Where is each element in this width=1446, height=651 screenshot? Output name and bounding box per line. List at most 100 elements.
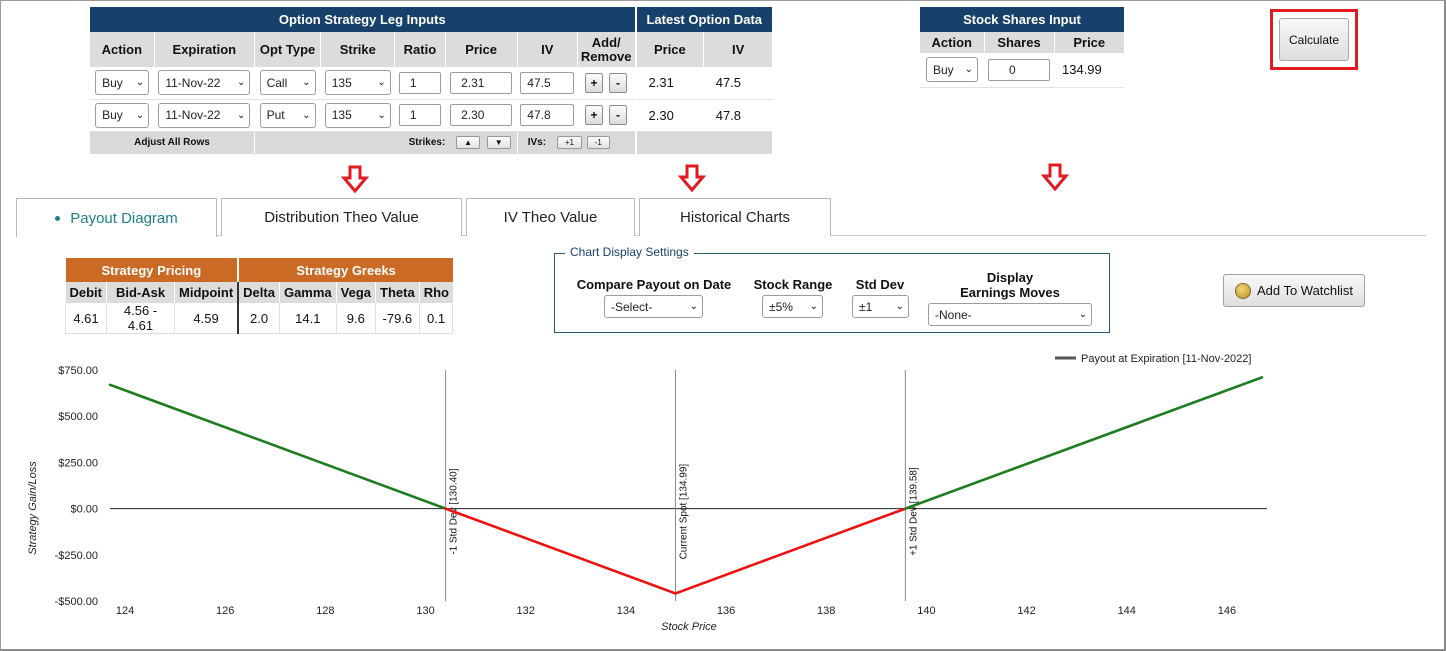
strategy-pricing-greeks-table: Strategy Pricing Strategy Greeks Debit B… (65, 258, 454, 334)
shares-input[interactable]: 0 (988, 58, 1050, 81)
stock-shares-table: Stock Shares Input Action Shares Price B… (920, 7, 1124, 88)
greeks-col-theta: Theta (375, 282, 420, 303)
greeks-delta-value: 2.0 (237, 303, 280, 334)
y-tick-label: -$500.00 (55, 596, 98, 608)
strategy-greeks-title: Strategy Greeks (237, 258, 453, 282)
x-tick-label: 142 (1017, 605, 1035, 617)
leg2-strike-select[interactable]: 135 ⌄ (324, 102, 391, 128)
iv-plus-one-button[interactable]: +1 (556, 136, 582, 150)
add-to-watchlist-button[interactable]: Add To Watchlist (1223, 274, 1365, 307)
stock-range-label: Stock Range (753, 277, 833, 292)
leg1-iv-input[interactable]: 47.5 (520, 71, 575, 94)
leg1-latest-iv: 47.5 (703, 67, 772, 100)
greeks-col-delta: Delta (237, 282, 280, 303)
earnings-moves-select[interactable]: -None- ⌄ (928, 303, 1092, 326)
greeks-vega-value: 9.6 (336, 303, 377, 334)
strikes-down-button[interactable]: ▼ (486, 136, 511, 150)
tab-iv-theo-value[interactable]: IV Theo Value (466, 198, 635, 236)
calculate-button[interactable]: Calculate (1279, 18, 1349, 61)
greeks-col-rho: Rho (419, 282, 453, 303)
chevron-down-icon: ⌄ (689, 301, 698, 312)
y-tick-label: $0.00 (70, 504, 98, 516)
latest-option-data-title: Latest Option Data (635, 7, 772, 32)
shares-price: 134.99 (1054, 53, 1124, 88)
chevron-down-icon: ⌄ (809, 301, 818, 312)
earnings-moves-label: Earnings Moves (960, 285, 1060, 300)
shares-col-action: Action (920, 32, 985, 53)
std-dev-label: Std Dev (855, 277, 905, 292)
down-arrow-icon (341, 165, 369, 193)
pricing-col-midpoint: Midpoint (174, 282, 239, 303)
greeks-col-vega: Vega (336, 282, 377, 303)
leg2-remove-button[interactable]: - (608, 105, 627, 125)
down-arrow-icon (1041, 163, 1069, 191)
y-tick-label: -$250.00 (55, 550, 98, 562)
leg2-iv-input[interactable]: 47.8 (520, 104, 575, 126)
shares-action-select[interactable]: Buy ⌄ (926, 57, 978, 83)
shares-panel-title: Stock Shares Input (920, 7, 1124, 32)
tab-historical-charts[interactable]: Historical Charts (639, 198, 831, 236)
leg2-price-input[interactable]: 2.30 (450, 104, 513, 126)
x-tick-label: 128 (316, 605, 334, 617)
col-ratio: Ratio (394, 32, 446, 67)
x-tick-label: 130 (416, 605, 434, 617)
y-tick-label: $500.00 (58, 411, 98, 423)
shares-col-shares: Shares (984, 32, 1055, 53)
compare-payout-label: Compare Payout on Date (576, 277, 732, 292)
leg1-latest-price: 2.31 (635, 67, 704, 100)
chevron-down-icon: ⌄ (236, 109, 246, 121)
stock-range-select[interactable]: ±5% ⌄ (762, 295, 823, 318)
active-dot-icon (55, 215, 61, 221)
chevron-down-icon: ⌄ (302, 109, 311, 121)
leg1-action-select[interactable]: Buy ⌄ (95, 70, 150, 96)
x-tick-label: 124 (116, 605, 134, 617)
leg2-ratio-input[interactable]: 1 (398, 104, 441, 126)
y-axis-title: Strategy Gain/Loss (27, 461, 39, 555)
leg1-type-select[interactable]: Call ⌄ (259, 70, 316, 96)
option-legs-table: Option Strategy Leg Inputs Latest Option… (90, 7, 772, 154)
y-tick-label: $750.00 (58, 365, 98, 377)
shares-col-price: Price (1054, 32, 1124, 53)
leg2-expiration-select[interactable]: 11-Nov-22 ⌄ (158, 102, 251, 128)
col-add-remove: Add/ Remove (577, 32, 637, 67)
compare-payout-select[interactable]: -Select- ⌄ (604, 295, 703, 318)
leg1-add-button[interactable]: + (584, 72, 603, 93)
legend-label: Payout at Expiration [11-Nov-2022] (1081, 353, 1251, 365)
payout-segment (904, 376, 1264, 510)
x-tick-label: 134 (617, 605, 635, 617)
leg1-expiration-select[interactable]: 11-Nov-22 ⌄ (158, 70, 251, 96)
leg1-remove-button[interactable]: - (608, 72, 627, 93)
iv-minus-one-button[interactable]: -1 (586, 136, 610, 150)
leg1-strike-select[interactable]: 135 ⌄ (324, 70, 391, 96)
chevron-down-icon: ⌄ (1078, 309, 1087, 320)
leg2-latest-iv: 47.8 (703, 99, 772, 132)
watchlist-icon (1234, 282, 1251, 299)
leg1-ratio-input[interactable]: 1 (398, 71, 441, 94)
chart-display-settings-legend: Chart Display Settings (565, 245, 694, 259)
chevron-down-icon: ⌄ (377, 109, 386, 121)
chevron-down-icon: ⌄ (302, 77, 311, 89)
tab-payout-diagram[interactable]: Payout Diagram (16, 198, 217, 237)
pricing-bid-ask-value: 4.56 - 4.61 (106, 303, 175, 334)
x-tick-label: 140 (917, 605, 935, 617)
tab-distribution-theo-value[interactable]: Distribution Theo Value (221, 198, 462, 236)
adjust-all-rows-label: Adjust All Rows (90, 131, 255, 154)
chevron-down-icon: ⌄ (236, 77, 246, 89)
greeks-theta-value: -79.6 (375, 303, 420, 334)
greeks-rho-value: 0.1 (419, 303, 454, 334)
chevron-down-icon: ⌄ (377, 77, 386, 89)
std-dev-select[interactable]: ±1 ⌄ (852, 295, 909, 318)
leg2-latest-price: 2.30 (635, 99, 704, 132)
greeks-col-gamma: Gamma (279, 282, 337, 303)
leg1-price-input[interactable]: 2.31 (450, 71, 513, 94)
leg2-add-button[interactable]: + (584, 105, 603, 125)
pricing-col-debit: Debit (65, 282, 107, 303)
leg2-type-select[interactable]: Put ⌄ (259, 102, 316, 128)
legs-panel-title: Option Strategy Leg Inputs (90, 7, 637, 32)
x-tick-label: 132 (517, 605, 535, 617)
chevron-down-icon: ⌄ (135, 77, 145, 89)
leg2-action-select[interactable]: Buy ⌄ (95, 102, 150, 128)
strikes-up-button[interactable]: ▲ (456, 136, 480, 150)
calculate-highlight-box: Calculate (1270, 9, 1358, 70)
tab-payout-diagram-label: Payout Diagram (70, 209, 178, 227)
